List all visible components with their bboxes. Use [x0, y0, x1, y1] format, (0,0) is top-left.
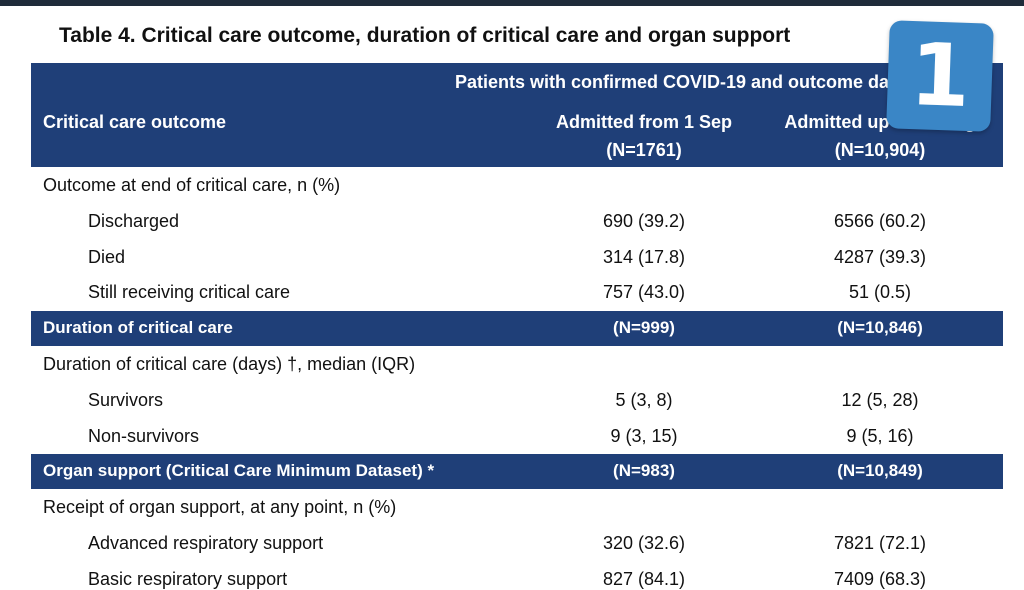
table-title: Table 4. Critical care outcome, duration…: [59, 24, 791, 47]
cell-value: 690 (39.2): [602, 210, 686, 231]
band-n: (N=983): [613, 461, 675, 481]
badge-label: 1: [908, 24, 972, 128]
column-n: (N=10,904): [834, 140, 926, 160]
section-band: [31, 311, 1003, 347]
subheading: Duration of critical care (days) †, medi…: [43, 354, 416, 374]
cell-value: 6566 (60.2): [833, 210, 927, 231]
top-bar: [0, 0, 1024, 6]
column-header: Critical care outcome: [43, 112, 227, 132]
cell-value: 4287 (39.3): [833, 246, 927, 267]
band-n: (N=10,849): [837, 461, 923, 481]
column-header: Admitted from 1 Sep: [555, 112, 733, 132]
group-header: Patients with confirmed COVID-19 and out…: [455, 72, 906, 92]
cell-value: 314 (17.8): [602, 246, 686, 267]
row-label: Still receiving critical care: [88, 282, 291, 303]
row-label: Basic respiratory support: [88, 568, 288, 589]
row-label: Survivors: [88, 389, 164, 410]
subheading: Outcome at end of critical care, n (%): [43, 175, 341, 195]
cell-value: 12 (5, 28): [841, 389, 919, 410]
cell-value: 51 (0.5): [848, 282, 912, 303]
band-label: Organ support (Critical Care Minimum Dat…: [43, 461, 435, 481]
cell-value: 7409 (68.3): [833, 568, 927, 589]
section-band: [31, 454, 1003, 490]
cell-value: 5 (3, 8): [615, 389, 673, 410]
table-header: [31, 63, 1003, 167]
row-label: Advanced respiratory support: [88, 533, 324, 553]
row-label: Non-survivors: [88, 425, 200, 446]
cell-value: 9 (3, 15): [610, 425, 678, 446]
cell-value: 757 (43.0): [602, 282, 686, 303]
band-n: (N=999): [613, 318, 675, 338]
cell-value: 9 (5, 16): [846, 425, 914, 446]
cell-value: 7821 (72.1): [833, 533, 927, 553]
row-label: Discharged: [88, 210, 180, 231]
band-label: Duration of critical care: [43, 318, 233, 338]
row-label: Died: [88, 246, 126, 267]
column-n: (N=1761): [606, 140, 682, 160]
cell-value: 320 (32.6): [602, 533, 686, 553]
band-n: (N=10,846): [837, 318, 923, 338]
subheading: Receipt of organ support, at any point, …: [43, 497, 397, 518]
